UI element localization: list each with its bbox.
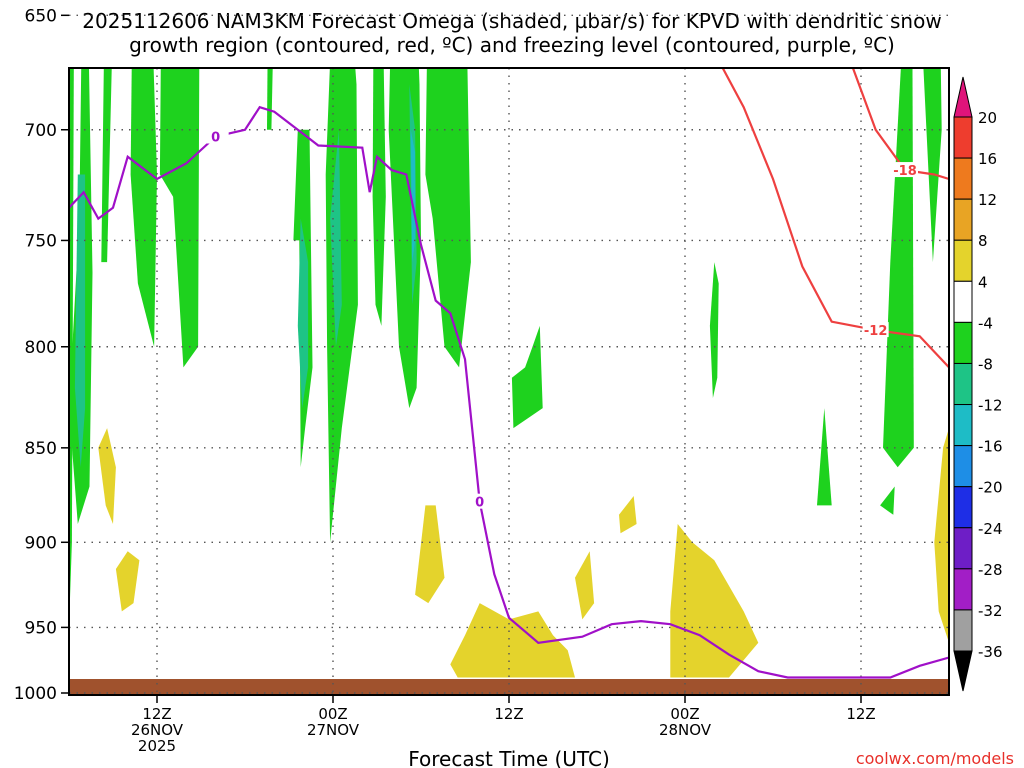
omega-region-22 bbox=[817, 408, 832, 506]
omega-region-2 bbox=[101, 68, 112, 263]
y-tick-label-800: 800 bbox=[25, 338, 57, 358]
contour-label-1-2: -12 bbox=[864, 324, 888, 339]
x-tick-label-6-2: 2025 bbox=[138, 737, 176, 755]
omega-region-31 bbox=[115, 551, 140, 612]
colorbar-bin-4 bbox=[953, 239, 973, 282]
omega-region-26 bbox=[923, 68, 942, 263]
omega-region-37 bbox=[934, 428, 949, 643]
omega-region-3 bbox=[130, 68, 157, 347]
omega-region-35 bbox=[619, 496, 637, 534]
contour-label-2-0: 0 bbox=[211, 131, 220, 146]
colorbar-bin-6 bbox=[953, 321, 973, 364]
colorbar-bin-10 bbox=[953, 486, 973, 529]
omega-region-30 bbox=[98, 428, 116, 524]
colorbar-label-7: -12 bbox=[978, 397, 1003, 415]
x-tick-label-6-1: 26NOV bbox=[131, 721, 184, 739]
colorbar-label-1: 16 bbox=[978, 150, 997, 168]
x-tick-label-42-1: 28NOV bbox=[659, 721, 712, 739]
colorbar-label-3: 8 bbox=[978, 232, 988, 250]
omega-region-14 bbox=[330, 129, 342, 347]
colorbar-label-13: -36 bbox=[978, 643, 1003, 661]
colorbar-bin-5 bbox=[953, 280, 973, 323]
colorbar-label-12: -32 bbox=[978, 602, 1003, 620]
omega-region-19 bbox=[410, 129, 416, 263]
x-tick-label-6-0: 12Z bbox=[142, 705, 171, 723]
y-tick-label-950: 950 bbox=[25, 618, 57, 638]
omega-region-21 bbox=[709, 262, 719, 398]
colorbar-bin-13 bbox=[953, 609, 973, 652]
colorbar-label-5: -4 bbox=[978, 314, 993, 332]
y-tick-label-750: 750 bbox=[25, 231, 57, 251]
contour-label-0-2: -18 bbox=[893, 164, 917, 179]
site-credit: coolwx.com/models bbox=[856, 749, 1014, 768]
omega-region-34 bbox=[575, 551, 595, 620]
omega-region-20 bbox=[511, 325, 543, 429]
ground-surface bbox=[69, 679, 949, 695]
colorbar-bin-11 bbox=[953, 527, 973, 570]
omega-region-24 bbox=[883, 68, 914, 468]
pressure-axis: 2503003504004505005506006507007508008509… bbox=[14, 6, 69, 704]
chart-title-line-1: 2025112606 NAM3KM Forecast Omega (shaded… bbox=[82, 9, 941, 33]
colorbar-bin-12 bbox=[953, 568, 973, 611]
y-tick-label-700: 700 bbox=[25, 121, 57, 141]
dotted-grid bbox=[69, 14, 949, 695]
omega-region-7 bbox=[325, 68, 358, 543]
y-tick-label-650: 650 bbox=[25, 6, 57, 26]
omega-colorbar: 20 16 12 8 4 -4 -8 -12 -16 -20 -24 -28 -32 -36 bbox=[953, 76, 1003, 692]
omega-region-23 bbox=[880, 486, 895, 515]
contour-label-bg-2-0 bbox=[202, 128, 229, 144]
contour-label-bg-2-1 bbox=[466, 493, 493, 509]
omega-region-10 bbox=[425, 68, 471, 368]
contour-line-1 bbox=[721, 68, 949, 369]
colorbar-bin-1 bbox=[953, 116, 973, 159]
contour-label-2-1: 0 bbox=[475, 496, 484, 511]
contour-label-bg-1-2 bbox=[862, 322, 889, 338]
y-tick-label-900: 900 bbox=[25, 533, 57, 553]
omega-region-12 bbox=[74, 174, 86, 468]
colorbar-label-10: -24 bbox=[978, 520, 1003, 538]
contour-label-bg-0-2 bbox=[892, 162, 918, 178]
x-tick-label-42-0: 00Z bbox=[670, 705, 699, 723]
x-tick-label-18-1: 27NOV bbox=[307, 721, 360, 739]
colorbar-label-2: 12 bbox=[978, 191, 997, 209]
x-tick-label-18-0: 00Z bbox=[318, 705, 347, 723]
colorbar-label-11: -28 bbox=[978, 561, 1003, 579]
y-tick-label-1000: 1000 bbox=[14, 684, 57, 704]
omega-region-4 bbox=[159, 68, 200, 368]
x-tick-label-54-0: 12Z bbox=[846, 705, 875, 723]
colorbar-label-8: -16 bbox=[978, 438, 1003, 456]
colorbar-bin-7 bbox=[953, 362, 973, 406]
x-tick-label-30-0: 12Z bbox=[494, 705, 523, 723]
omega-region-13 bbox=[297, 218, 309, 409]
chart-title-line-2: growth region (contoured, red, ºC) and f… bbox=[129, 33, 895, 57]
colorbar-label-9: -20 bbox=[978, 479, 1003, 497]
colorbar-bin-9 bbox=[953, 445, 973, 488]
omega-shaded-regions bbox=[69, 68, 949, 678]
x-axis-label: Forecast Time (UTC) bbox=[408, 747, 610, 768]
omega-region-9 bbox=[388, 68, 421, 409]
omega-region-32 bbox=[415, 505, 445, 604]
colorbar-label-4: 4 bbox=[978, 273, 988, 291]
omega-region-5 bbox=[267, 68, 273, 130]
colorbar-bin-8 bbox=[953, 404, 973, 447]
colorbar-bin-14 bbox=[953, 650, 973, 692]
omega-region-36 bbox=[670, 524, 759, 678]
colorbar-label-6: -8 bbox=[978, 355, 993, 373]
colorbar-bin-2 bbox=[953, 157, 973, 200]
omega-region-33 bbox=[450, 603, 575, 678]
omega-region-8 bbox=[372, 68, 386, 326]
colorbar-bin-3 bbox=[953, 198, 973, 241]
y-tick-label-850: 850 bbox=[25, 439, 57, 459]
colorbar-label-0: 20 bbox=[978, 109, 997, 127]
contour-line-2 bbox=[69, 105, 949, 679]
colorbar-bin-0 bbox=[953, 76, 973, 118]
